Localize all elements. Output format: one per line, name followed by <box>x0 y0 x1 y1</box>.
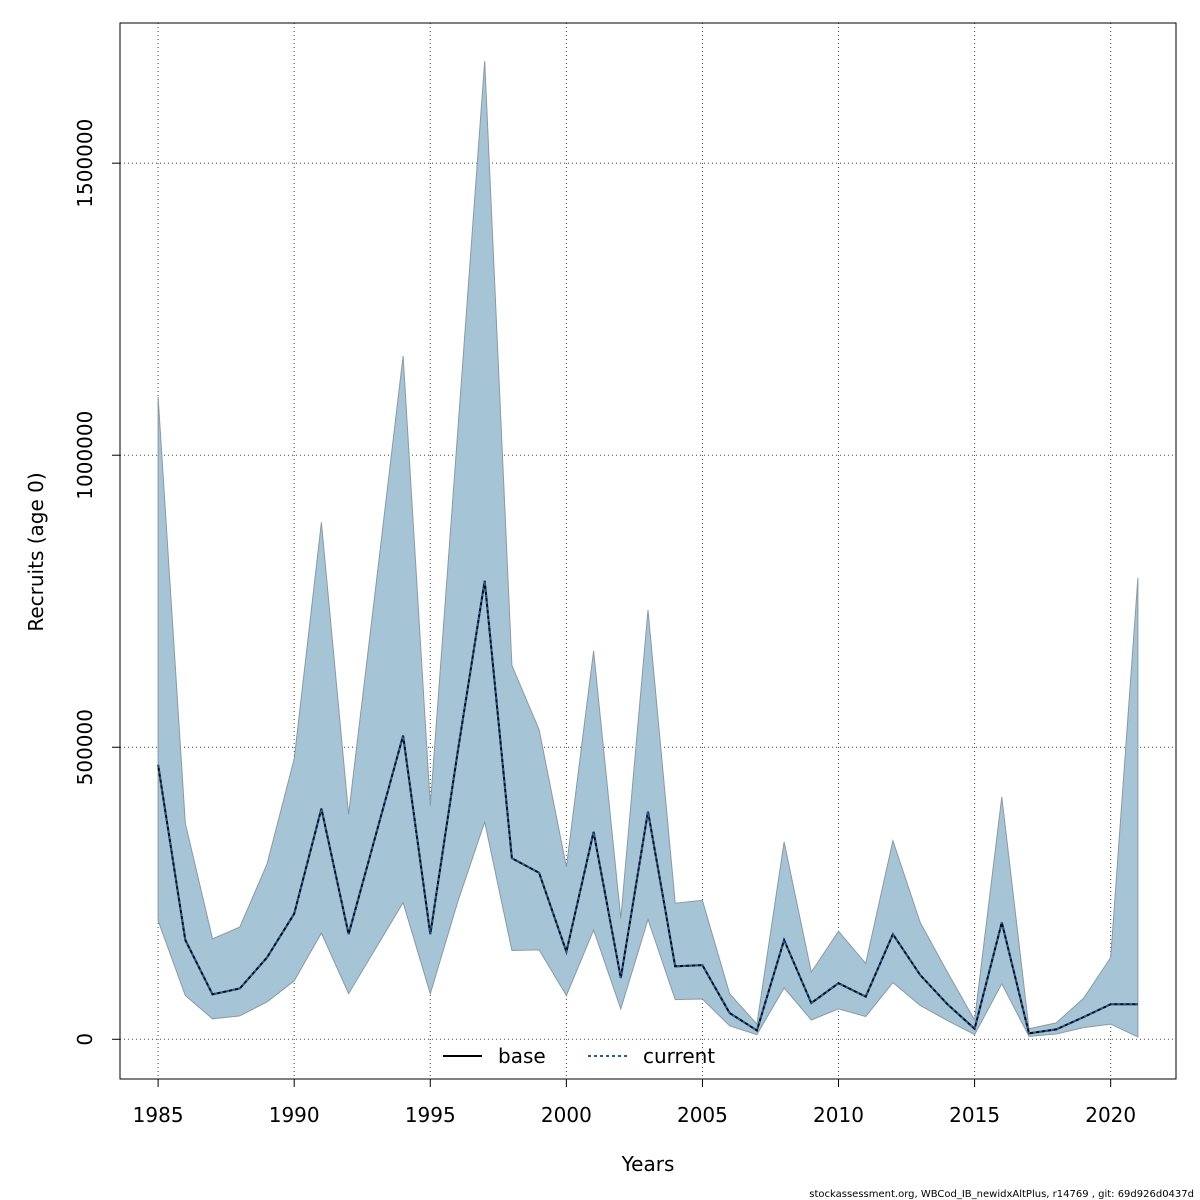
series-lines-layer <box>157 580 1138 1035</box>
x-axis: 1985 1990 1995 2000 2005 2010 2015 2020 <box>133 1079 1136 1127</box>
legend-label-current: current <box>643 1044 715 1068</box>
y-tick-label-0: 0 <box>73 1033 97 1046</box>
legend: base current <box>443 1044 715 1068</box>
legend-label-base: base <box>498 1044 546 1068</box>
x-tick-label-1985: 1985 <box>133 1103 184 1127</box>
x-tick-label-1990: 1990 <box>269 1103 320 1127</box>
x-tick-label-2000: 2000 <box>541 1103 592 1127</box>
x-axis-title: Years <box>621 1152 675 1176</box>
y-axis: 0 500000 1000000 1500000 <box>73 119 120 1046</box>
x-tick-label-2015: 2015 <box>949 1103 1000 1127</box>
y-axis-title: Recruits (age 0) <box>24 472 48 631</box>
x-tick-label-1995: 1995 <box>405 1103 456 1127</box>
footer-note: stockassessment.org, WBCod_IB_newidxAltP… <box>809 1189 1194 1200</box>
y-tick-label-1000000: 1000000 <box>73 411 97 500</box>
y-tick-label-1500000: 1500000 <box>73 119 97 208</box>
x-tick-label-2005: 2005 <box>677 1103 728 1127</box>
plot-frame <box>119 22 1177 1080</box>
confidence-band <box>157 60 1139 1038</box>
series-line-base <box>157 580 1138 1035</box>
x-tick-label-2010: 2010 <box>813 1103 864 1127</box>
y-tick-label-500000: 500000 <box>73 709 97 785</box>
x-tick-label-2020: 2020 <box>1085 1103 1136 1127</box>
confidence-band-layer <box>157 60 1139 1038</box>
